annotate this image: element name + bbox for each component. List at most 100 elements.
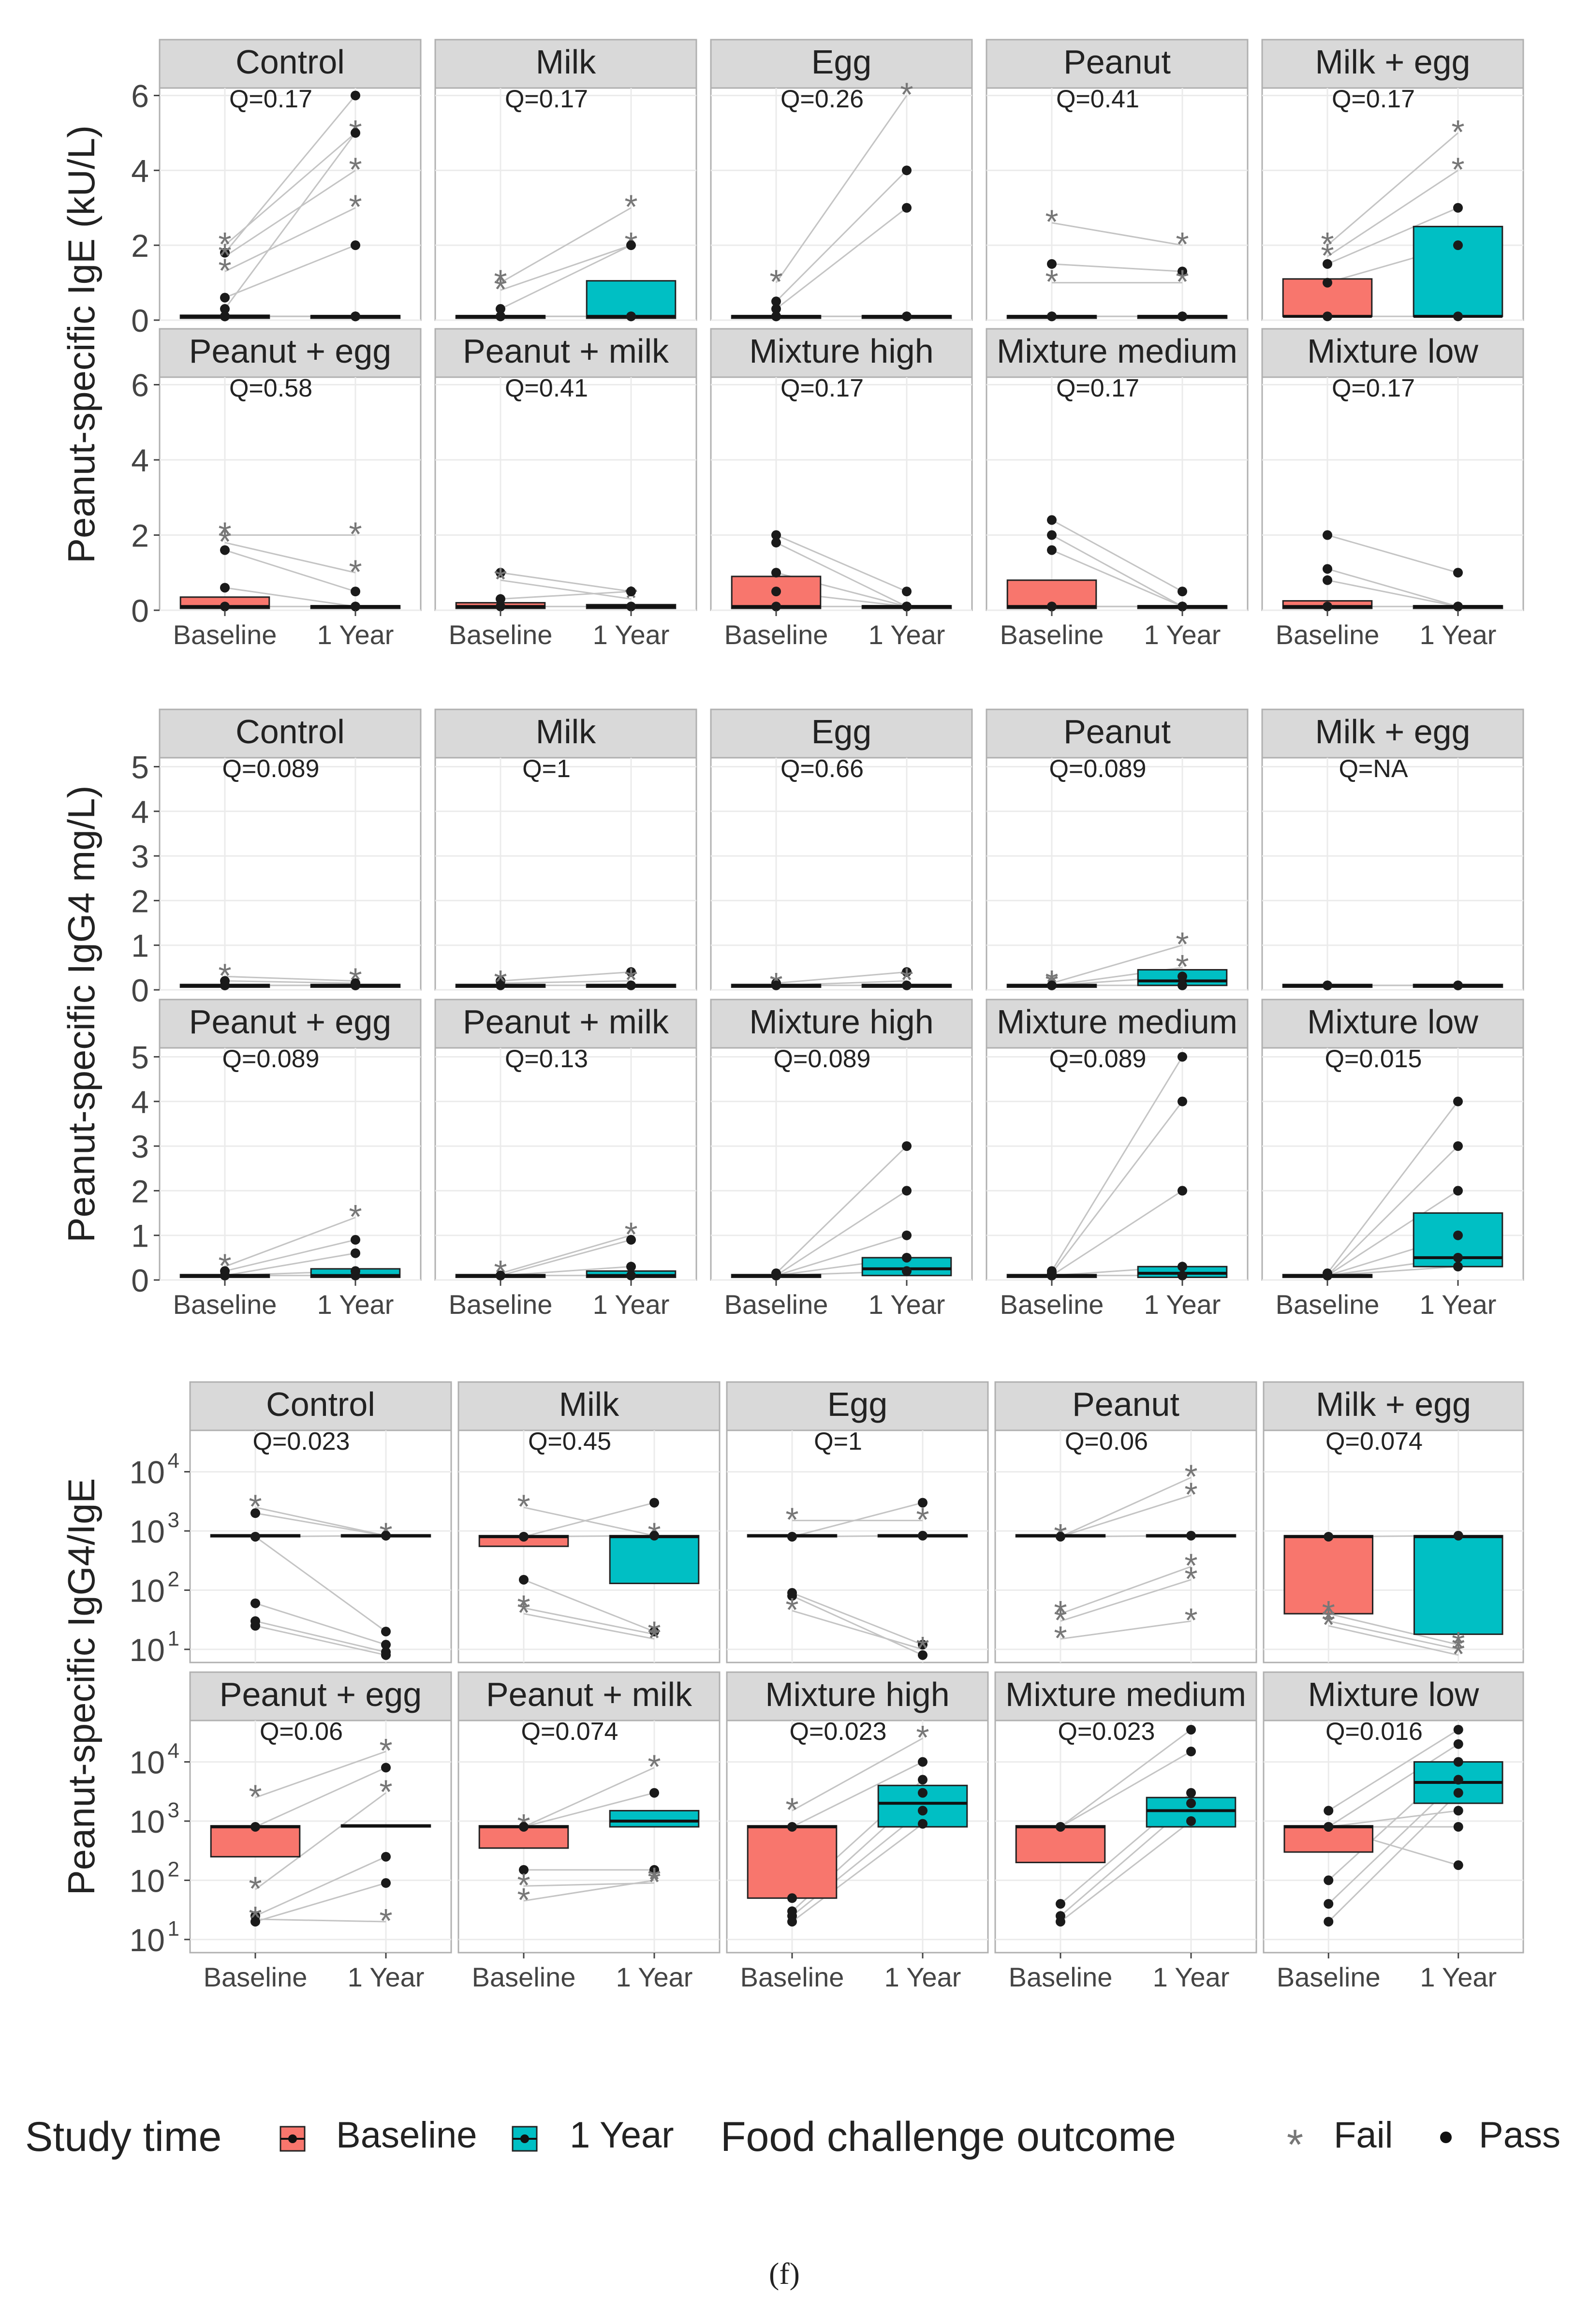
point-pass <box>918 1819 928 1829</box>
x-tick-label: 1 Year <box>869 1289 945 1320</box>
point-pass <box>918 1757 928 1767</box>
q-value: Q=0.41 <box>505 374 588 402</box>
plot-area <box>710 376 973 611</box>
pair-line <box>776 542 907 607</box>
plot-area <box>434 757 697 991</box>
point-fail: * <box>517 1588 530 1626</box>
x-tick-label: 1 Year <box>1420 1289 1497 1320</box>
facet-strip <box>159 328 422 378</box>
y-axis-title: Peanut-specific IgE (kU/L) <box>60 125 103 563</box>
facet-title: Peanut + egg <box>189 332 391 370</box>
pair-line <box>1327 132 1458 246</box>
pair-line <box>500 572 632 592</box>
y-tick-label: 10 <box>130 1922 165 1958</box>
point-pass <box>351 1270 360 1280</box>
point-pass <box>918 1498 928 1508</box>
y-tick-label: 10 <box>130 1573 165 1608</box>
pair-line <box>523 1579 655 1633</box>
y-tick-exponent: 2 <box>168 1567 179 1591</box>
point-pass <box>626 602 636 612</box>
facet-strip <box>986 39 1249 89</box>
facet-title: Milk + egg <box>1316 1385 1471 1423</box>
legend-outcome-title: Food challenge outcome <box>721 2114 1176 2160</box>
q-value: Q=0.074 <box>521 1718 618 1746</box>
point-pass <box>220 602 230 612</box>
point-pass <box>918 1640 928 1650</box>
pair-line <box>500 590 632 600</box>
y-tick-label: 10 <box>130 1745 165 1780</box>
point-fail: * <box>624 188 637 226</box>
pair-line <box>500 971 632 982</box>
legend-key-pass <box>1440 2132 1452 2143</box>
pair-line <box>224 1252 356 1277</box>
point-pass <box>1323 575 1332 585</box>
y-tick-label: 10 <box>130 1455 165 1490</box>
point-pass <box>1324 1531 1334 1542</box>
q-value: Q=0.17 <box>1056 374 1139 402</box>
facet-strip <box>726 1671 989 1721</box>
facet-strip <box>1261 708 1524 759</box>
pair-line <box>1326 1146 1459 1276</box>
plot-area <box>189 1429 452 1663</box>
pair-line <box>1327 534 1458 574</box>
point-pass <box>902 1230 912 1240</box>
y-tick-label: 2 <box>131 518 149 554</box>
point-pass <box>1453 1860 1463 1870</box>
point-pass <box>1324 1899 1334 1909</box>
pair-line <box>255 1750 386 1798</box>
point-fail: * <box>900 75 913 113</box>
pair-line <box>1060 1729 1192 1828</box>
x-tick-label: 1 Year <box>1144 1289 1221 1320</box>
q-value: Q=0.41 <box>1056 85 1139 113</box>
pair-line <box>776 971 907 984</box>
point-pass <box>902 1266 912 1276</box>
point-fail: * <box>517 1594 530 1632</box>
point-pass <box>381 1763 391 1773</box>
y-tick-label: 0 <box>131 593 149 629</box>
point-pass <box>1453 1724 1463 1735</box>
panel-mixture-low: Mixture low Q=0.015 Baseline 1 Year <box>1261 999 1524 1320</box>
pair-line <box>1051 1056 1183 1272</box>
pair-line <box>1328 1809 1458 1828</box>
point-pass <box>902 165 912 176</box>
x-tick-label: 1 Year <box>1153 1962 1230 1992</box>
point-fail: * <box>249 1778 262 1815</box>
box-one-year <box>1413 1535 1503 1635</box>
x-tick-label: 1 Year <box>1420 619 1497 650</box>
point-pass <box>220 293 230 303</box>
y-tick-label: 0 <box>131 1263 149 1298</box>
pair-line <box>523 1613 655 1640</box>
point-pass <box>771 980 781 990</box>
point-pass <box>250 1598 260 1608</box>
pair-line <box>224 980 356 984</box>
point-fail: * <box>1045 263 1058 301</box>
chart-1: Peanut-specific IgE (kU/L) Control 0 2 4 6 Q=0… <box>60 39 1524 650</box>
panel-mixture-medium: Mixture medium Q=0.17 Baseline 1 Year <box>986 328 1249 650</box>
point-pass <box>626 1262 636 1272</box>
y-tick-label: 10 <box>130 1514 165 1549</box>
point-fail: * <box>494 270 507 308</box>
point-fail: * <box>648 1619 661 1657</box>
point-pass <box>787 1822 797 1832</box>
pair-line <box>776 534 907 592</box>
point-fail: * <box>1054 1601 1067 1639</box>
point-pass <box>381 1626 391 1636</box>
panel-mixture-high: Mixture high Q=0.17 Baseline 1 Year <box>710 328 973 650</box>
facet-title: Peanut + milk <box>463 1003 669 1041</box>
point-pass <box>1324 1875 1334 1885</box>
pair-line <box>1060 1477 1192 1538</box>
q-value: Q=0.26 <box>780 85 864 113</box>
point-pass <box>1178 1270 1187 1280</box>
facet-title: Mixture medium <box>1005 1676 1246 1713</box>
facet-title: Milk <box>559 1385 619 1423</box>
q-value: Q=0.06 <box>1065 1427 1148 1456</box>
point-pass <box>1178 602 1187 612</box>
point-pass <box>626 1235 636 1245</box>
pair-line <box>792 1761 923 1828</box>
legend-study-time-title: Study time <box>25 2114 222 2160</box>
